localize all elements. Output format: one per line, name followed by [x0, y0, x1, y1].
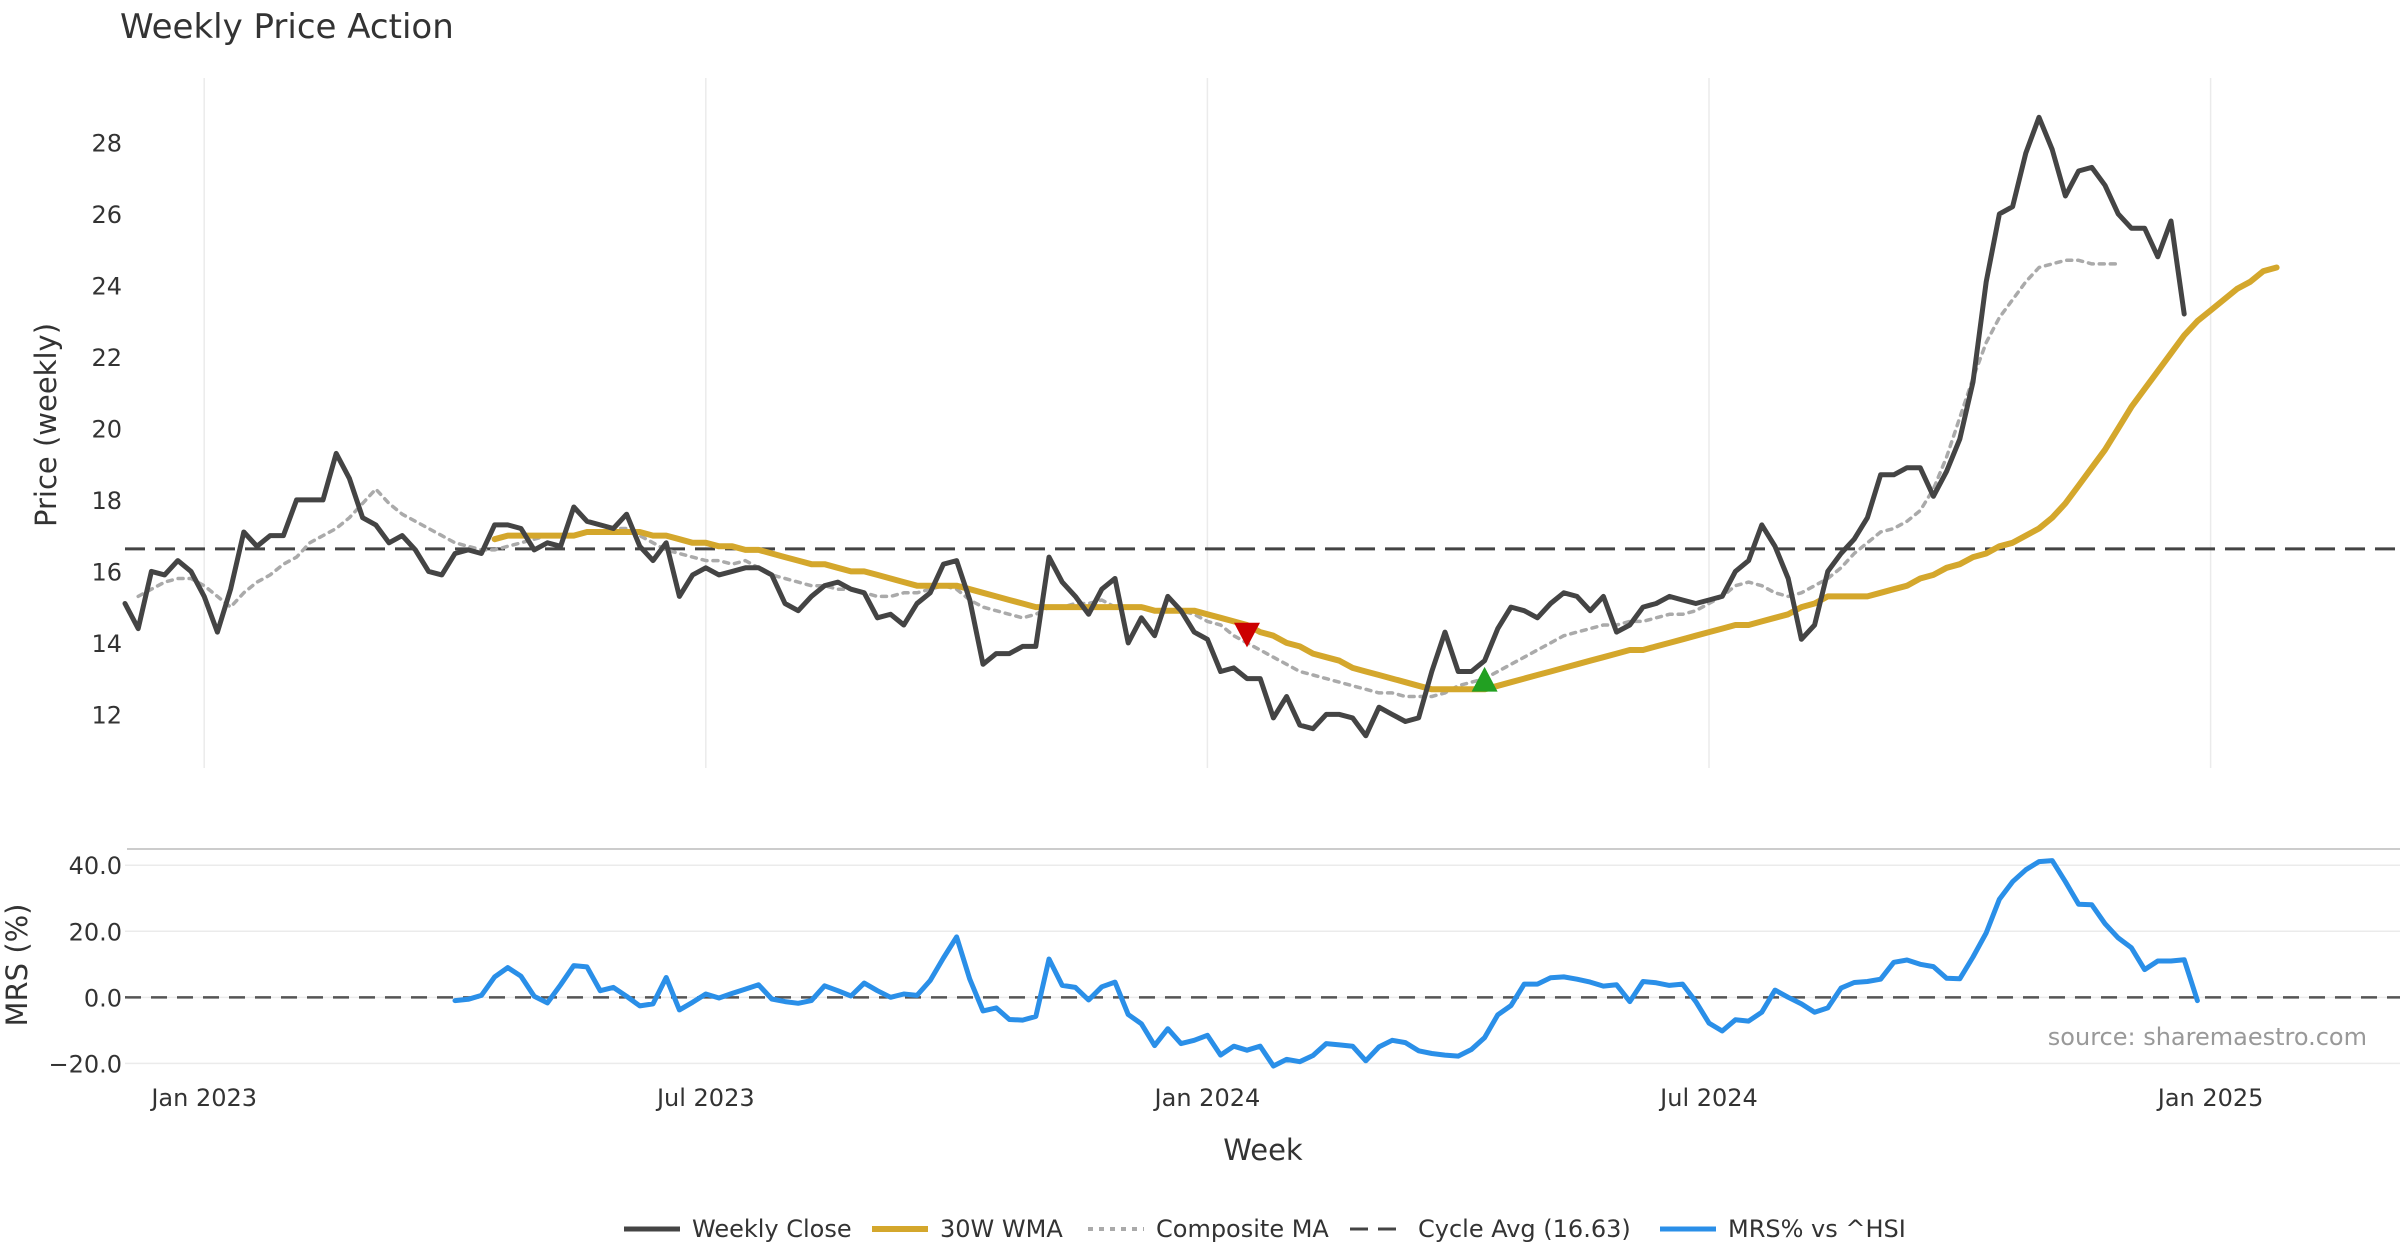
x-tick-label: Jan 2024 — [1153, 1084, 1261, 1112]
series-line-weekly-close — [122, 114, 2187, 739]
signal-markers — [1234, 622, 1498, 692]
price-y-tick-label: 22 — [91, 344, 122, 372]
x-tick-label: Jan 2025 — [2156, 1084, 2264, 1112]
legend-label-composite-ma: Composite MA — [1156, 1215, 1329, 1243]
price-y-tick-label: 12 — [91, 701, 122, 729]
price-panel: 12 14 16 18 20 22 24 26 28 Price (weekly) — [29, 78, 2400, 768]
x-tick-label: Jan 2023 — [149, 1084, 257, 1112]
price-y-tick-label: 14 — [91, 630, 122, 658]
mrs-series — [452, 858, 2200, 1069]
x-tick-label: Jul 2023 — [655, 1084, 755, 1112]
source-annotation: source: sharemaestro.com — [2048, 1023, 2367, 1051]
price-series — [122, 114, 2280, 739]
legend-label-cycle-avg: Cycle Avg (16.63) — [1418, 1215, 1631, 1243]
price-grid — [203, 78, 2212, 768]
mrs-y-ticks: 40.0 20.0 0.0 −20.0 — [48, 852, 122, 1078]
legend-label-mrs: MRS% vs ^HSI — [1728, 1215, 1906, 1243]
price-y-tick-label: 16 — [91, 558, 122, 586]
buy-signal-marker — [1471, 666, 1498, 692]
x-axis-label: Week — [1223, 1133, 1303, 1167]
price-y-ticks: 12 14 16 18 20 22 24 26 28 — [91, 129, 122, 729]
chart-title: Weekly Price Action — [120, 7, 454, 47]
price-y-tick-label: 18 — [91, 487, 122, 515]
series-line-mrs-vs-hsi — [452, 858, 2200, 1069]
x-axis-ticks: Jan 2023 Jul 2023 Jan 2024 Jul 2024 Jan 2025… — [149, 1084, 2264, 1112]
price-y-axis-label: Price (weekly) — [29, 323, 63, 527]
price-y-tick-label: 20 — [91, 415, 122, 443]
x-tick-label: Jul 2024 — [1658, 1084, 1758, 1112]
mrs-y-tick-label: 20.0 — [69, 918, 122, 946]
price-y-tick-label: 26 — [91, 201, 122, 229]
price-y-tick-label: 28 — [91, 129, 122, 157]
legend: Weekly Close 30W WMA Composite MA Cycle … — [624, 1215, 1906, 1243]
mrs-y-tick-label: −20.0 — [48, 1050, 122, 1078]
series-line-30w-wma — [491, 264, 2280, 693]
mrs-panel: 40.0 20.0 0.0 −20.0 MRS (%) source: sharema… — [0, 848, 2400, 1078]
sell-signal-marker — [1234, 622, 1260, 648]
mrs-y-tick-label: 0.0 — [84, 984, 122, 1012]
series-line-composite-ma — [136, 258, 2120, 699]
legend-label-weekly-close: Weekly Close — [692, 1215, 852, 1243]
price-y-tick-label: 24 — [91, 272, 122, 300]
mrs-y-axis-label: MRS (%) — [0, 904, 34, 1027]
legend-label-30w-wma: 30W WMA — [940, 1215, 1063, 1243]
mrs-y-tick-label: 40.0 — [69, 852, 122, 880]
